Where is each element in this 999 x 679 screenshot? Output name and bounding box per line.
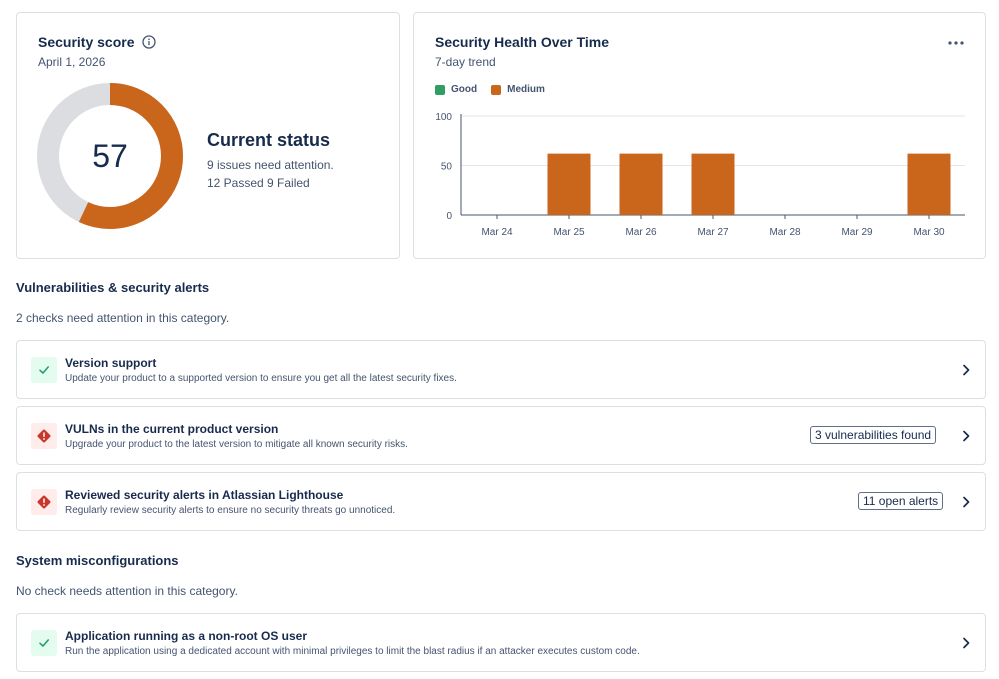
check-icon (31, 357, 57, 383)
x-tick-label: Mar 26 (625, 227, 657, 238)
x-tick-label: Mar 24 (481, 227, 513, 238)
info-icon[interactable] (141, 35, 156, 49)
score-value: 57 (92, 137, 128, 174)
check-row[interactable]: Reviewed security alerts in Atlassian Li… (16, 472, 986, 531)
chevron-right-icon[interactable] (959, 635, 973, 651)
score-date: April 1, 2026 (38, 55, 106, 69)
check-title: VULNs in the current product version (65, 422, 279, 436)
check-description: Upgrade your product to the latest versi… (65, 439, 408, 450)
section-title: Vulnerabilities & security alerts (16, 280, 210, 295)
section-title: System misconfigurations (16, 553, 179, 568)
check-title: Application running as a non-root OS use… (65, 629, 308, 643)
check-row[interactable]: Application running as a non-root OS use… (16, 613, 986, 672)
check-row[interactable]: VULNs in the current product version Upgr… (16, 406, 986, 465)
score-title-row: Security score (38, 34, 156, 50)
x-tick-label: Mar 28 (769, 227, 801, 238)
y-tick-label: 0 (446, 211, 452, 222)
check-description: Update your product to a supported versi… (65, 373, 457, 384)
more-options-button[interactable] (944, 35, 968, 51)
legend-label: Medium (507, 84, 545, 95)
check-count-badge: 11 open alerts (858, 492, 944, 510)
current-status-heading: Current status (207, 130, 331, 150)
security-score-card: Security score April 1, 2026 57 Current … (16, 12, 400, 259)
legend-label: Good (451, 84, 478, 95)
check-icon (31, 630, 57, 656)
legend-item-good[interactable]: Good (435, 84, 477, 95)
check-title: Version support (65, 356, 157, 370)
section-subtitle: No check needs attention in this categor… (16, 584, 238, 598)
error-diamond-icon (31, 489, 57, 515)
check-row[interactable]: Version support Update your product to a … (16, 340, 986, 399)
health-bar-chart: 100 50 0 Mar 24 Mar 25 Mar 26 Mar 27 Mar 28 Mar … (435, 112, 965, 238)
legend-item-medium[interactable]: Medium (491, 84, 545, 95)
more-horizontal-icon (948, 41, 964, 45)
security-score-title: Security score (38, 34, 135, 50)
legend-swatch (435, 84, 445, 95)
x-tick-label: Mar 29 (841, 227, 873, 238)
section-subtitle: 2 checks need attention in this category… (16, 311, 230, 325)
check-count-badge: 3 vulnerabilities found (810, 426, 937, 444)
x-tick-label: Mar 25 (553, 227, 585, 238)
chart-legend: Good Medium (435, 84, 545, 95)
error-diamond-icon (31, 423, 57, 449)
y-tick-label: 50 (441, 162, 453, 173)
chevron-right-icon[interactable] (959, 494, 973, 510)
issues-count-text: 9 issues need attention. (207, 158, 334, 172)
check-title: Reviewed security alerts in Atlassian Li… (65, 488, 344, 502)
x-tick-label: Mar 30 (913, 227, 945, 238)
check-description: Regularly review security alerts to ensu… (65, 505, 396, 516)
chevron-right-icon[interactable] (959, 362, 973, 378)
check-description: Run the application using a dedicated ac… (65, 646, 640, 657)
passed-failed-text: 12 Passed 9 Failed (207, 176, 310, 190)
bar-medium-mar-26[interactable] (619, 153, 663, 215)
score-donut (37, 83, 183, 229)
chevron-right-icon[interactable] (959, 428, 973, 444)
legend-swatch (491, 84, 502, 95)
security-health-chart-card: 100 50 0 Mar 24 Mar 25 Mar 26 Mar 27 Mar 28 Mar … (413, 12, 986, 259)
bar-medium-mar-25[interactable] (547, 153, 591, 215)
donut-score-arc (37, 83, 183, 229)
chart-subtitle: 7-day trend (435, 55, 496, 69)
bar-medium-mar-30[interactable] (907, 153, 951, 215)
y-tick-label: 100 (435, 112, 452, 123)
x-tick-label: Mar 27 (697, 227, 729, 238)
chart-title: Security Health Over Time (435, 34, 610, 50)
bar-medium-mar-27[interactable] (691, 153, 735, 215)
